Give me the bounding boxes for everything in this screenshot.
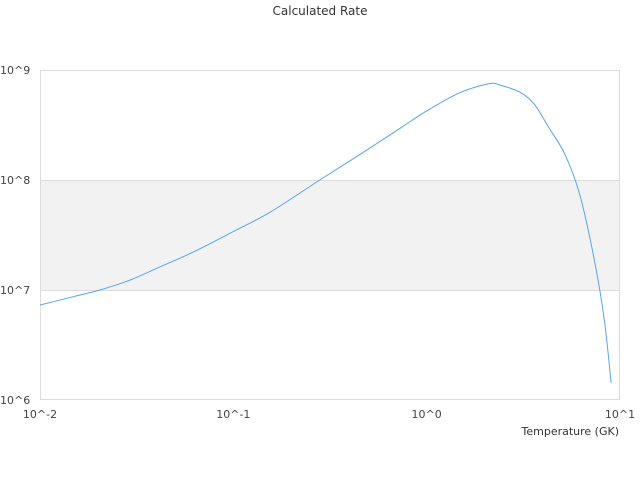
x-tick-label: 10^0 xyxy=(412,408,442,421)
x-tick-label: 10^1 xyxy=(605,408,635,421)
y-tick-label: 10^9 xyxy=(0,64,30,77)
chart-title: Calculated Rate xyxy=(272,4,368,18)
plot-border xyxy=(40,70,620,400)
grid-band xyxy=(40,180,620,290)
x-axis-label: Temperature (GK) xyxy=(521,425,620,438)
y-tick-label: 10^6 xyxy=(0,394,30,407)
y-tick-label: 10^8 xyxy=(0,174,30,187)
series-line xyxy=(39,82,612,383)
x-tick-label: 10^-2 xyxy=(23,408,57,421)
x-tick-label: 10^-1 xyxy=(216,408,250,421)
y-tick-label: 10^7 xyxy=(0,284,30,297)
